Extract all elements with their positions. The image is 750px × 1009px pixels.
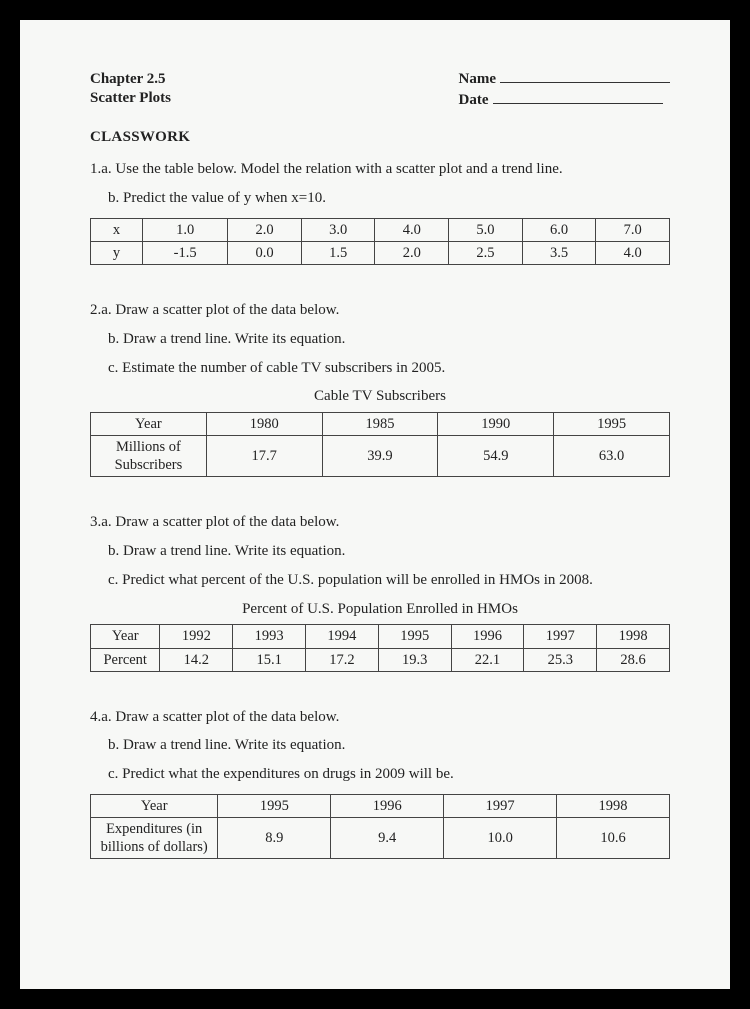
cell: 28.6 [597,648,670,671]
p3-b: b. Draw a trend line. Write its equation… [90,542,670,561]
cell: 39.9 [322,436,438,477]
cell: 2.0 [228,218,302,241]
p3-r1l: Year [91,625,160,648]
cell: 10.6 [557,818,670,859]
p4-r2l: Expenditures (in billions of dollars) [91,818,218,859]
cell: 0.0 [228,241,302,264]
table-row: Year 1995 1996 1997 1998 [91,794,670,817]
table-row: Percent 14.2 15.1 17.2 19.3 22.1 25.3 28… [91,648,670,671]
cell: 1993 [233,625,306,648]
cell: 1995 [218,794,331,817]
problem-4: 4.a. Draw a scatter plot of the data bel… [90,708,670,860]
cell: 3.0 [301,218,375,241]
p1-b: b. Predict the value of y when x=10. [90,189,670,208]
cell: 9.4 [331,818,444,859]
cell: 1990 [438,413,554,436]
p2-table: Year 1980 1985 1990 1995 Millions of Sub… [90,412,670,477]
p2-r2l: Millions of Subscribers [91,436,207,477]
cell: 63.0 [554,436,670,477]
table-row: Millions of Subscribers 17.7 39.9 54.9 6… [91,436,670,477]
cell: 3.5 [522,241,596,264]
table-row: Year 1980 1985 1990 1995 [91,413,670,436]
name-line [500,82,670,83]
cell: 1998 [597,625,670,648]
topic-label: Scatter Plots [90,89,171,108]
header: Chapter 2.5 Scatter Plots Name Date [90,70,670,110]
name-field: Name [459,70,671,89]
cell: 2.5 [449,241,523,264]
p4-a: 4.a. Draw a scatter plot of the data bel… [90,708,670,727]
problem-3: 3.a. Draw a scatter plot of the data bel… [90,513,670,671]
p1-table: x 1.0 2.0 3.0 4.0 5.0 6.0 7.0 y -1.5 0.0… [90,218,670,265]
cell: 19.3 [378,648,451,671]
cell: 1985 [322,413,438,436]
classwork-title: CLASSWORK [90,128,670,147]
cell: 7.0 [596,218,670,241]
cell: 54.9 [438,436,554,477]
cell: 5.0 [449,218,523,241]
p2-b: b. Draw a trend line. Write its equation… [90,330,670,349]
table-row: Year 1992 1993 1994 1995 1996 1997 1998 [91,625,670,648]
cell: 1998 [557,794,670,817]
cell: 14.2 [160,648,233,671]
p1-xlabel: x [91,218,143,241]
p4-table: Year 1995 1996 1997 1998 Expenditures (i… [90,794,670,859]
cell: 1997 [524,625,597,648]
p1-ylabel: y [91,241,143,264]
p4-r1l: Year [91,794,218,817]
cell: 4.0 [596,241,670,264]
cell: 1995 [554,413,670,436]
cell: 1994 [306,625,379,648]
date-line [493,103,663,104]
p4-b: b. Draw a trend line. Write its equation… [90,736,670,755]
cell: 1992 [160,625,233,648]
p2-table-title: Cable TV Subscribers [90,387,670,406]
name-label: Name [459,70,497,89]
cell: 6.0 [522,218,596,241]
p2-a: 2.a. Draw a scatter plot of the data bel… [90,301,670,320]
p3-table: Year 1992 1993 1994 1995 1996 1997 1998 … [90,624,670,671]
p3-table-title: Percent of U.S. Population Enrolled in H… [90,600,670,619]
p4-c: c. Predict what the expenditures on drug… [90,765,670,784]
p2-c: c. Estimate the number of cable TV subsc… [90,359,670,378]
table-row: Expenditures (in billions of dollars) 8.… [91,818,670,859]
cell: 1996 [451,625,524,648]
cell: 25.3 [524,648,597,671]
date-label: Date [459,91,489,110]
cell: 1980 [206,413,322,436]
p2-r1l: Year [91,413,207,436]
table-row: y -1.5 0.0 1.5 2.0 2.5 3.5 4.0 [91,241,670,264]
cell: 2.0 [375,241,449,264]
cell: 1995 [378,625,451,648]
problem-2: 2.a. Draw a scatter plot of the data bel… [90,301,670,477]
cell: 17.2 [306,648,379,671]
chapter-label: Chapter 2.5 [90,70,171,89]
cell: 10.0 [444,818,557,859]
cell: 1.5 [301,241,375,264]
cell: -1.5 [143,241,228,264]
date-field: Date [459,91,671,110]
header-left: Chapter 2.5 Scatter Plots [90,70,171,110]
cell: 8.9 [218,818,331,859]
cell: 1.0 [143,218,228,241]
problem-1: 1.a. Use the table below. Model the rela… [90,160,670,265]
cell: 1996 [331,794,444,817]
cell: 22.1 [451,648,524,671]
p3-r2l: Percent [91,648,160,671]
worksheet-page: Chapter 2.5 Scatter Plots Name Date CLAS… [20,20,730,989]
p3-a: 3.a. Draw a scatter plot of the data bel… [90,513,670,532]
header-right: Name Date [459,70,671,110]
table-row: x 1.0 2.0 3.0 4.0 5.0 6.0 7.0 [91,218,670,241]
cell: 1997 [444,794,557,817]
cell: 17.7 [206,436,322,477]
cell: 4.0 [375,218,449,241]
p1-a: 1.a. Use the table below. Model the rela… [90,160,670,179]
cell: 15.1 [233,648,306,671]
p3-c: c. Predict what percent of the U.S. popu… [90,571,670,590]
